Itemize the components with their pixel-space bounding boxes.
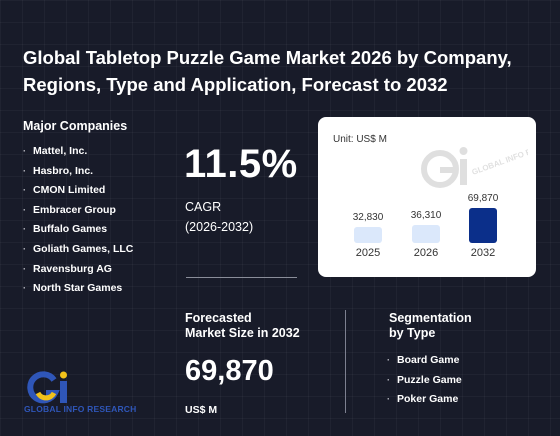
list-item: · Hasbro, Inc. <box>23 162 133 182</box>
gi-logo-icon <box>27 371 67 404</box>
list-item: · Board Game <box>387 351 462 371</box>
list-item: · Ravensburg AG <box>23 260 133 280</box>
cagr-value: 11.5% <box>184 142 298 186</box>
bullet-icon: · <box>387 355 390 365</box>
list-item: · North Star Games <box>23 279 133 299</box>
bullet-icon: · <box>23 263 26 274</box>
forecast-value: 69,870 <box>185 355 274 387</box>
company-logo: GLOBAL INFO RESEARCH <box>24 371 154 417</box>
bullet-icon: · <box>23 283 26 294</box>
forecast-label: Forecasted Market Size in 2032 <box>185 311 300 340</box>
list-item: · Mattel, Inc. <box>23 142 133 162</box>
forecast-unit: US$ M <box>185 404 218 416</box>
chart-data-label: 69,870 <box>467 193 499 204</box>
chart-category-label: 2025 <box>355 247 381 259</box>
watermark-logo-icon: GLOBAL INFO RESEARCH <box>421 145 528 188</box>
bullet-icon: · <box>23 243 26 254</box>
logo-text: GLOBAL INFO RESEARCH <box>24 404 137 414</box>
chart-unit-label: Unit: US$ M <box>333 134 387 145</box>
segmentation-list: · Board Game · Puzzle Game · Poker Game <box>387 351 462 410</box>
chart-bar-2025 <box>354 227 382 243</box>
segmentation-heading: Segmentation by Type <box>389 311 472 340</box>
watermark-text: GLOBAL INFO RESEARCH <box>471 145 528 177</box>
chart-category-label: 2026 <box>413 247 439 259</box>
list-item: · CMON Limited <box>23 181 133 201</box>
cagr-label: CAGR <box>185 200 222 214</box>
chart-bar-2032 <box>469 208 497 243</box>
list-item: · Goliath Games, LLC <box>23 240 133 260</box>
chart-bar-2026 <box>412 225 440 243</box>
bullet-icon: · <box>23 146 26 156</box>
companies-heading: Major Companies <box>23 119 128 133</box>
chart-data-label: 32,830 <box>352 212 384 223</box>
cagr-divider <box>186 277 297 278</box>
bullet-icon: · <box>23 224 26 235</box>
list-item: · Buffalo Games <box>23 220 133 240</box>
chart-data-label: 36,310 <box>410 210 442 221</box>
list-item: · Poker Game <box>387 390 462 410</box>
cagr-period: (2026-2032) <box>185 220 254 234</box>
bullet-icon: · <box>23 204 26 215</box>
page-title: Global Tabletop Puzzle Game Market 2026 … <box>23 47 512 95</box>
list-item: · Puzzle Game <box>387 371 462 391</box>
companies-list: · Mattel, Inc. · Hasbro, Inc. · CMON Limite… <box>23 142 133 299</box>
market-size-chart-card: Unit: US$ M GLOBAL INFO RESEARCH 32,830 2… <box>318 117 536 277</box>
bullet-icon: · <box>387 394 390 404</box>
chart-category-label: 2032 <box>470 247 496 259</box>
bullet-icon: · <box>387 374 390 385</box>
list-item: · Embracer Group <box>23 201 133 221</box>
bullet-icon: · <box>23 165 26 176</box>
section-divider <box>345 310 346 413</box>
bullet-icon: · <box>23 185 26 196</box>
